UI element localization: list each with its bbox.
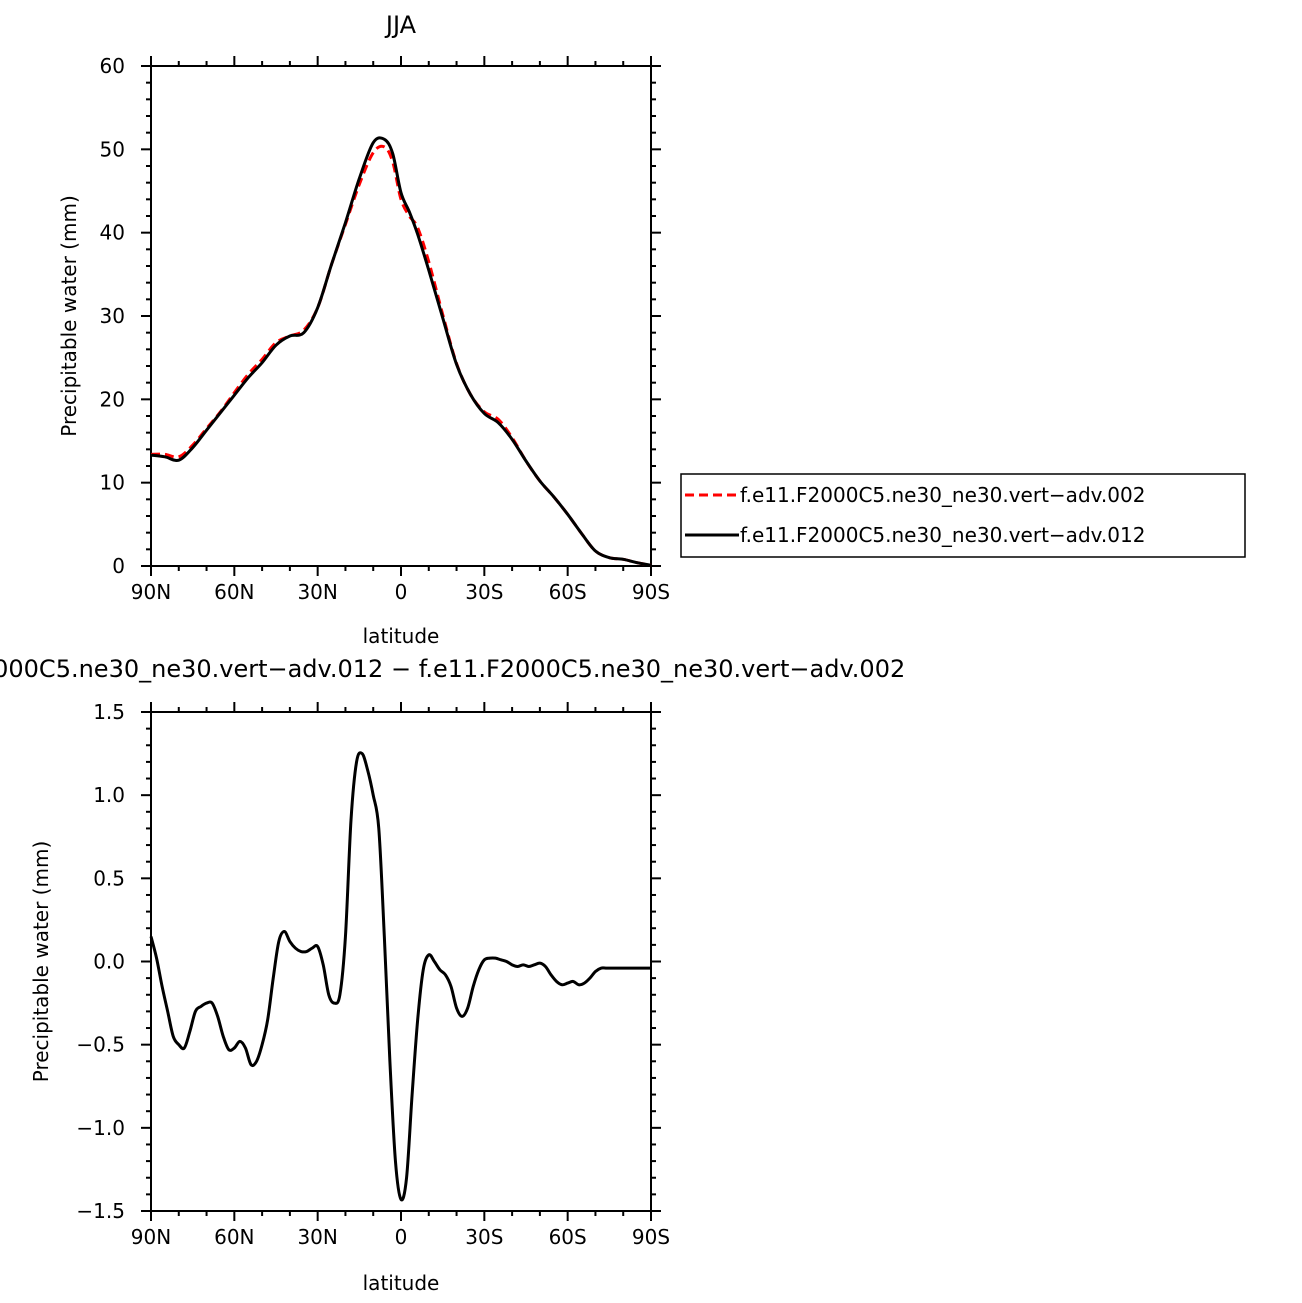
y-axis-label: Precipitable water (mm) (29, 841, 53, 1083)
y-tick-label: −1.5 (76, 1199, 125, 1223)
y-tick-label: 40 (100, 221, 125, 245)
y-tick-label: −0.5 (76, 1033, 125, 1057)
y-tick-label: 0.0 (93, 950, 125, 974)
x-tick-label: 60S (549, 1225, 587, 1249)
x-tick-label: 30S (465, 1225, 503, 1249)
y-tick-label: 60 (100, 54, 125, 78)
y-tick-label: 1.5 (93, 700, 125, 724)
x-tick-label: 30N (297, 580, 337, 604)
series-line-0 (150, 144, 652, 567)
series-line-1 (150, 136, 652, 567)
y-tick-label: 0.5 (93, 866, 125, 890)
x-tick-label: 0 (395, 580, 408, 604)
y-tick-label: 0 (112, 554, 125, 578)
x-axis-label: latitude (363, 1271, 440, 1295)
y-tick-label: 30 (100, 304, 125, 328)
x-axis-label: latitude (363, 624, 440, 648)
y-tick-label: −1.0 (76, 1116, 125, 1140)
x-tick-label: 30S (465, 580, 503, 604)
y-axis-label: Precipitable water (mm) (57, 195, 81, 437)
x-tick-label: 90N (131, 580, 171, 604)
plot-frame (150, 65, 652, 567)
x-tick-label: 60S (549, 580, 587, 604)
x-tick-label: 90N (131, 1225, 171, 1249)
x-tick-label: 60N (214, 580, 254, 604)
x-tick-label: 60N (214, 1225, 254, 1249)
x-tick-label: 90S (632, 580, 670, 604)
legend-entry-0: f.e11.F2000C5.ne30_ne30.vert−adv.002 (740, 483, 1145, 507)
legend: f.e11.F2000C5.ne30_ne30.vert−adv.002 f.e1… (680, 473, 1246, 558)
y-tick-label: 50 (100, 137, 125, 161)
x-tick-label: 90S (632, 1225, 670, 1249)
x-tick-label: 30N (297, 1225, 337, 1249)
chart-bottom-panel: 90N 60N 30N 0 30S 60S 90S −1.5 −1.0 −0.5 0.0 0.5 1.0… (0, 655, 905, 1295)
legend-box (680, 473, 1246, 558)
y-tick-label: 20 (100, 387, 125, 411)
y-tick-label: 10 (100, 471, 125, 495)
chart-top-panel: 90N 60N 30N 0 30S 60S 90S 0 10 20 30 40 50 60 JJA latit… (57, 11, 1246, 648)
series-line-0 (149, 751, 651, 1202)
chart-title: f.e11.F2000C5.ne30_ne30.vert−adv.012 − f… (0, 655, 905, 683)
legend-entry-1: f.e11.F2000C5.ne30_ne30.vert−adv.012 (740, 523, 1145, 547)
y-tick-label: 1.0 (93, 783, 125, 807)
chart-title: JJA (384, 11, 417, 39)
plot-frame (150, 711, 652, 1212)
x-tick-label: 0 (395, 1225, 408, 1249)
